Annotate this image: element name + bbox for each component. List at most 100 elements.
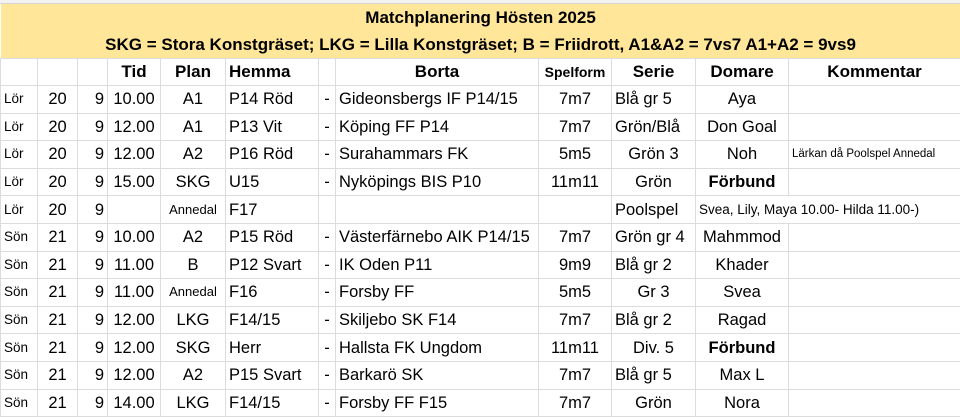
cell-kommentar[interactable] [789, 334, 960, 362]
cell-domare[interactable]: Ragad [696, 306, 789, 334]
cell-plan[interactable]: A2 [161, 361, 226, 389]
cell-domare[interactable]: Mahmmod [696, 223, 789, 251]
cell-month[interactable]: 9 [78, 141, 108, 169]
cell-date[interactable]: 20 [38, 141, 78, 169]
cell-spelform[interactable] [539, 196, 612, 224]
cell-kommentar[interactable] [789, 361, 960, 389]
cell-day[interactable]: Sön [1, 306, 38, 334]
cell-date[interactable]: 21 [38, 251, 78, 279]
cell-borta[interactable]: Surahammars FK [336, 141, 539, 169]
cell-plan[interactable]: SKG [161, 334, 226, 362]
cell-serie[interactable]: Poolspel [612, 196, 696, 224]
cell-day[interactable]: Lör [1, 113, 38, 141]
cell-hemma[interactable]: P15 Röd [226, 223, 319, 251]
cell-borta[interactable]: Nyköpings BIS P10 [336, 168, 539, 196]
header-kommentar[interactable]: Kommentar [789, 59, 960, 86]
cell-plan[interactable]: LKG [161, 389, 226, 417]
cell-sep[interactable]: - [319, 334, 336, 362]
cell-spelform[interactable]: 5m5 [539, 279, 612, 307]
cell-hemma[interactable]: P14 Röd [226, 86, 319, 114]
cell-serie[interactable]: Grön/Blå [612, 113, 696, 141]
cell-day[interactable]: Sön [1, 251, 38, 279]
cell-month[interactable]: 9 [78, 223, 108, 251]
cell-tid[interactable]: 11.00 [108, 279, 161, 307]
sheet-title[interactable]: Matchplanering Hösten 2025 [1, 4, 960, 31]
cell-borta[interactable]: Västerfärnebo AIK P14/15 [336, 223, 539, 251]
cell-kommentar[interactable]: Lärkan då Poolspel Annedal [789, 141, 960, 169]
cell-month[interactable]: 9 [78, 389, 108, 417]
cell-domare[interactable]: Aya [696, 86, 789, 114]
cell-spelform[interactable]: 7m7 [539, 223, 612, 251]
cell-kommentar[interactable] [789, 113, 960, 141]
cell-hemma[interactable]: U15 [226, 168, 319, 196]
header-hemma[interactable]: Hemma [226, 59, 319, 86]
cell-serie[interactable]: Blå gr 2 [612, 306, 696, 334]
cell-borta[interactable]: IK Oden P11 [336, 251, 539, 279]
cell-month[interactable]: 9 [78, 113, 108, 141]
header-spelform[interactable]: Spelform [539, 59, 612, 86]
header-tid[interactable]: Tid [108, 59, 161, 86]
cell-tid[interactable] [108, 196, 161, 224]
header-month[interactable] [78, 59, 108, 86]
header-domare[interactable]: Domare [696, 59, 789, 86]
cell-hemma[interactable]: P15 Svart [226, 361, 319, 389]
cell-kommentar[interactable] [789, 86, 960, 114]
cell-kommentar[interactable] [789, 389, 960, 417]
cell-serie[interactable]: Blå gr 5 [612, 361, 696, 389]
cell-day[interactable]: Lör [1, 196, 38, 224]
cell-date[interactable]: 20 [38, 86, 78, 114]
cell-sep[interactable]: - [319, 306, 336, 334]
cell-month[interactable]: 9 [78, 334, 108, 362]
cell-spelform[interactable]: 7m7 [539, 113, 612, 141]
cell-day[interactable]: Lör [1, 141, 38, 169]
cell-serie[interactable]: Grön [612, 168, 696, 196]
cell-domare[interactable]: Svea, Lily, Maya 10.00- Hilda 11.00-) [696, 196, 960, 224]
cell-plan[interactable]: Annedal [161, 279, 226, 307]
cell-sep[interactable]: - [319, 223, 336, 251]
cell-spelform[interactable]: 7m7 [539, 306, 612, 334]
header-day[interactable] [1, 59, 38, 86]
cell-domare[interactable]: Svea [696, 279, 789, 307]
cell-plan[interactable]: LKG [161, 306, 226, 334]
cell-date[interactable]: 20 [38, 196, 78, 224]
cell-serie[interactable]: Blå gr 5 [612, 86, 696, 114]
cell-borta[interactable]: Gideonsbergs IF P14/15 [336, 86, 539, 114]
cell-tid[interactable]: 12.00 [108, 306, 161, 334]
cell-month[interactable]: 9 [78, 279, 108, 307]
cell-serie[interactable]: Grön gr 4 [612, 223, 696, 251]
cell-serie[interactable]: Gr 3 [612, 279, 696, 307]
cell-date[interactable]: 21 [38, 279, 78, 307]
cell-borta[interactable]: Forsby FF F15 [336, 389, 539, 417]
cell-domare[interactable]: Noh [696, 141, 789, 169]
header-serie[interactable]: Serie [612, 59, 696, 86]
cell-domare[interactable]: Max L [696, 361, 789, 389]
cell-date[interactable]: 21 [38, 306, 78, 334]
cell-tid[interactable]: 12.00 [108, 361, 161, 389]
cell-date[interactable]: 20 [38, 168, 78, 196]
cell-serie[interactable]: Blå gr 2 [612, 251, 696, 279]
cell-hemma[interactable]: P13 Vit [226, 113, 319, 141]
cell-hemma[interactable]: F14/15 [226, 389, 319, 417]
header-sep[interactable] [319, 59, 336, 86]
cell-day[interactable]: Sön [1, 389, 38, 417]
cell-plan[interactable]: A2 [161, 223, 226, 251]
cell-date[interactable]: 21 [38, 223, 78, 251]
cell-kommentar[interactable] [789, 306, 960, 334]
cell-tid[interactable]: 15.00 [108, 168, 161, 196]
cell-spelform[interactable]: 11m11 [539, 168, 612, 196]
cell-serie[interactable]: Grön [612, 389, 696, 417]
cell-borta[interactable]: Hallsta FK Ungdom [336, 334, 539, 362]
cell-plan[interactable]: A1 [161, 113, 226, 141]
cell-month[interactable]: 9 [78, 86, 108, 114]
cell-tid[interactable]: 10.00 [108, 223, 161, 251]
cell-tid[interactable]: 11.00 [108, 251, 161, 279]
cell-date[interactable]: 21 [38, 389, 78, 417]
cell-day[interactable]: Lör [1, 86, 38, 114]
cell-spelform[interactable]: 5m5 [539, 141, 612, 169]
cell-hemma[interactable]: F17 [226, 196, 319, 224]
cell-day[interactable]: Sön [1, 223, 38, 251]
cell-sep[interactable]: - [319, 141, 336, 169]
cell-spelform[interactable]: 7m7 [539, 361, 612, 389]
cell-month[interactable]: 9 [78, 251, 108, 279]
cell-day[interactable]: Sön [1, 334, 38, 362]
